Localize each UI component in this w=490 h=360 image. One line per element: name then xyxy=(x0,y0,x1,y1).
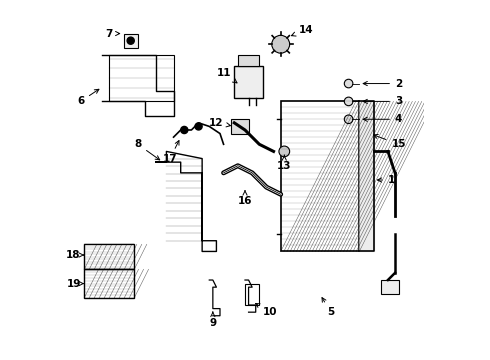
Circle shape xyxy=(127,37,134,44)
Bar xyxy=(245,284,259,305)
Bar xyxy=(231,119,248,134)
Text: 17: 17 xyxy=(163,141,179,163)
Text: 14: 14 xyxy=(292,25,313,36)
Text: 2: 2 xyxy=(363,78,402,89)
Text: 16: 16 xyxy=(238,191,252,206)
Text: 3: 3 xyxy=(363,96,402,107)
Bar xyxy=(238,55,259,66)
Circle shape xyxy=(272,35,290,53)
Bar xyxy=(281,102,359,251)
Text: 7: 7 xyxy=(105,28,120,39)
Bar xyxy=(109,55,173,102)
Bar xyxy=(123,33,138,48)
Bar xyxy=(234,66,263,98)
Text: 19: 19 xyxy=(66,279,84,289)
Text: 10: 10 xyxy=(255,303,277,317)
Circle shape xyxy=(279,146,290,157)
Text: 4: 4 xyxy=(363,114,402,124)
Text: 12: 12 xyxy=(209,118,230,128)
Circle shape xyxy=(344,97,353,106)
Text: 11: 11 xyxy=(216,68,237,83)
Circle shape xyxy=(344,115,353,123)
Text: 9: 9 xyxy=(209,312,217,328)
Text: 13: 13 xyxy=(277,155,292,171)
Text: 8: 8 xyxy=(134,139,160,160)
Circle shape xyxy=(195,123,202,130)
Text: 15: 15 xyxy=(374,134,406,149)
Text: 5: 5 xyxy=(322,298,334,317)
Bar xyxy=(381,280,398,294)
Text: 6: 6 xyxy=(77,89,99,107)
Circle shape xyxy=(181,126,188,134)
Bar xyxy=(84,269,134,298)
Bar xyxy=(84,244,134,269)
Text: 1: 1 xyxy=(377,175,395,185)
Circle shape xyxy=(344,79,353,88)
Text: 18: 18 xyxy=(66,250,84,260)
